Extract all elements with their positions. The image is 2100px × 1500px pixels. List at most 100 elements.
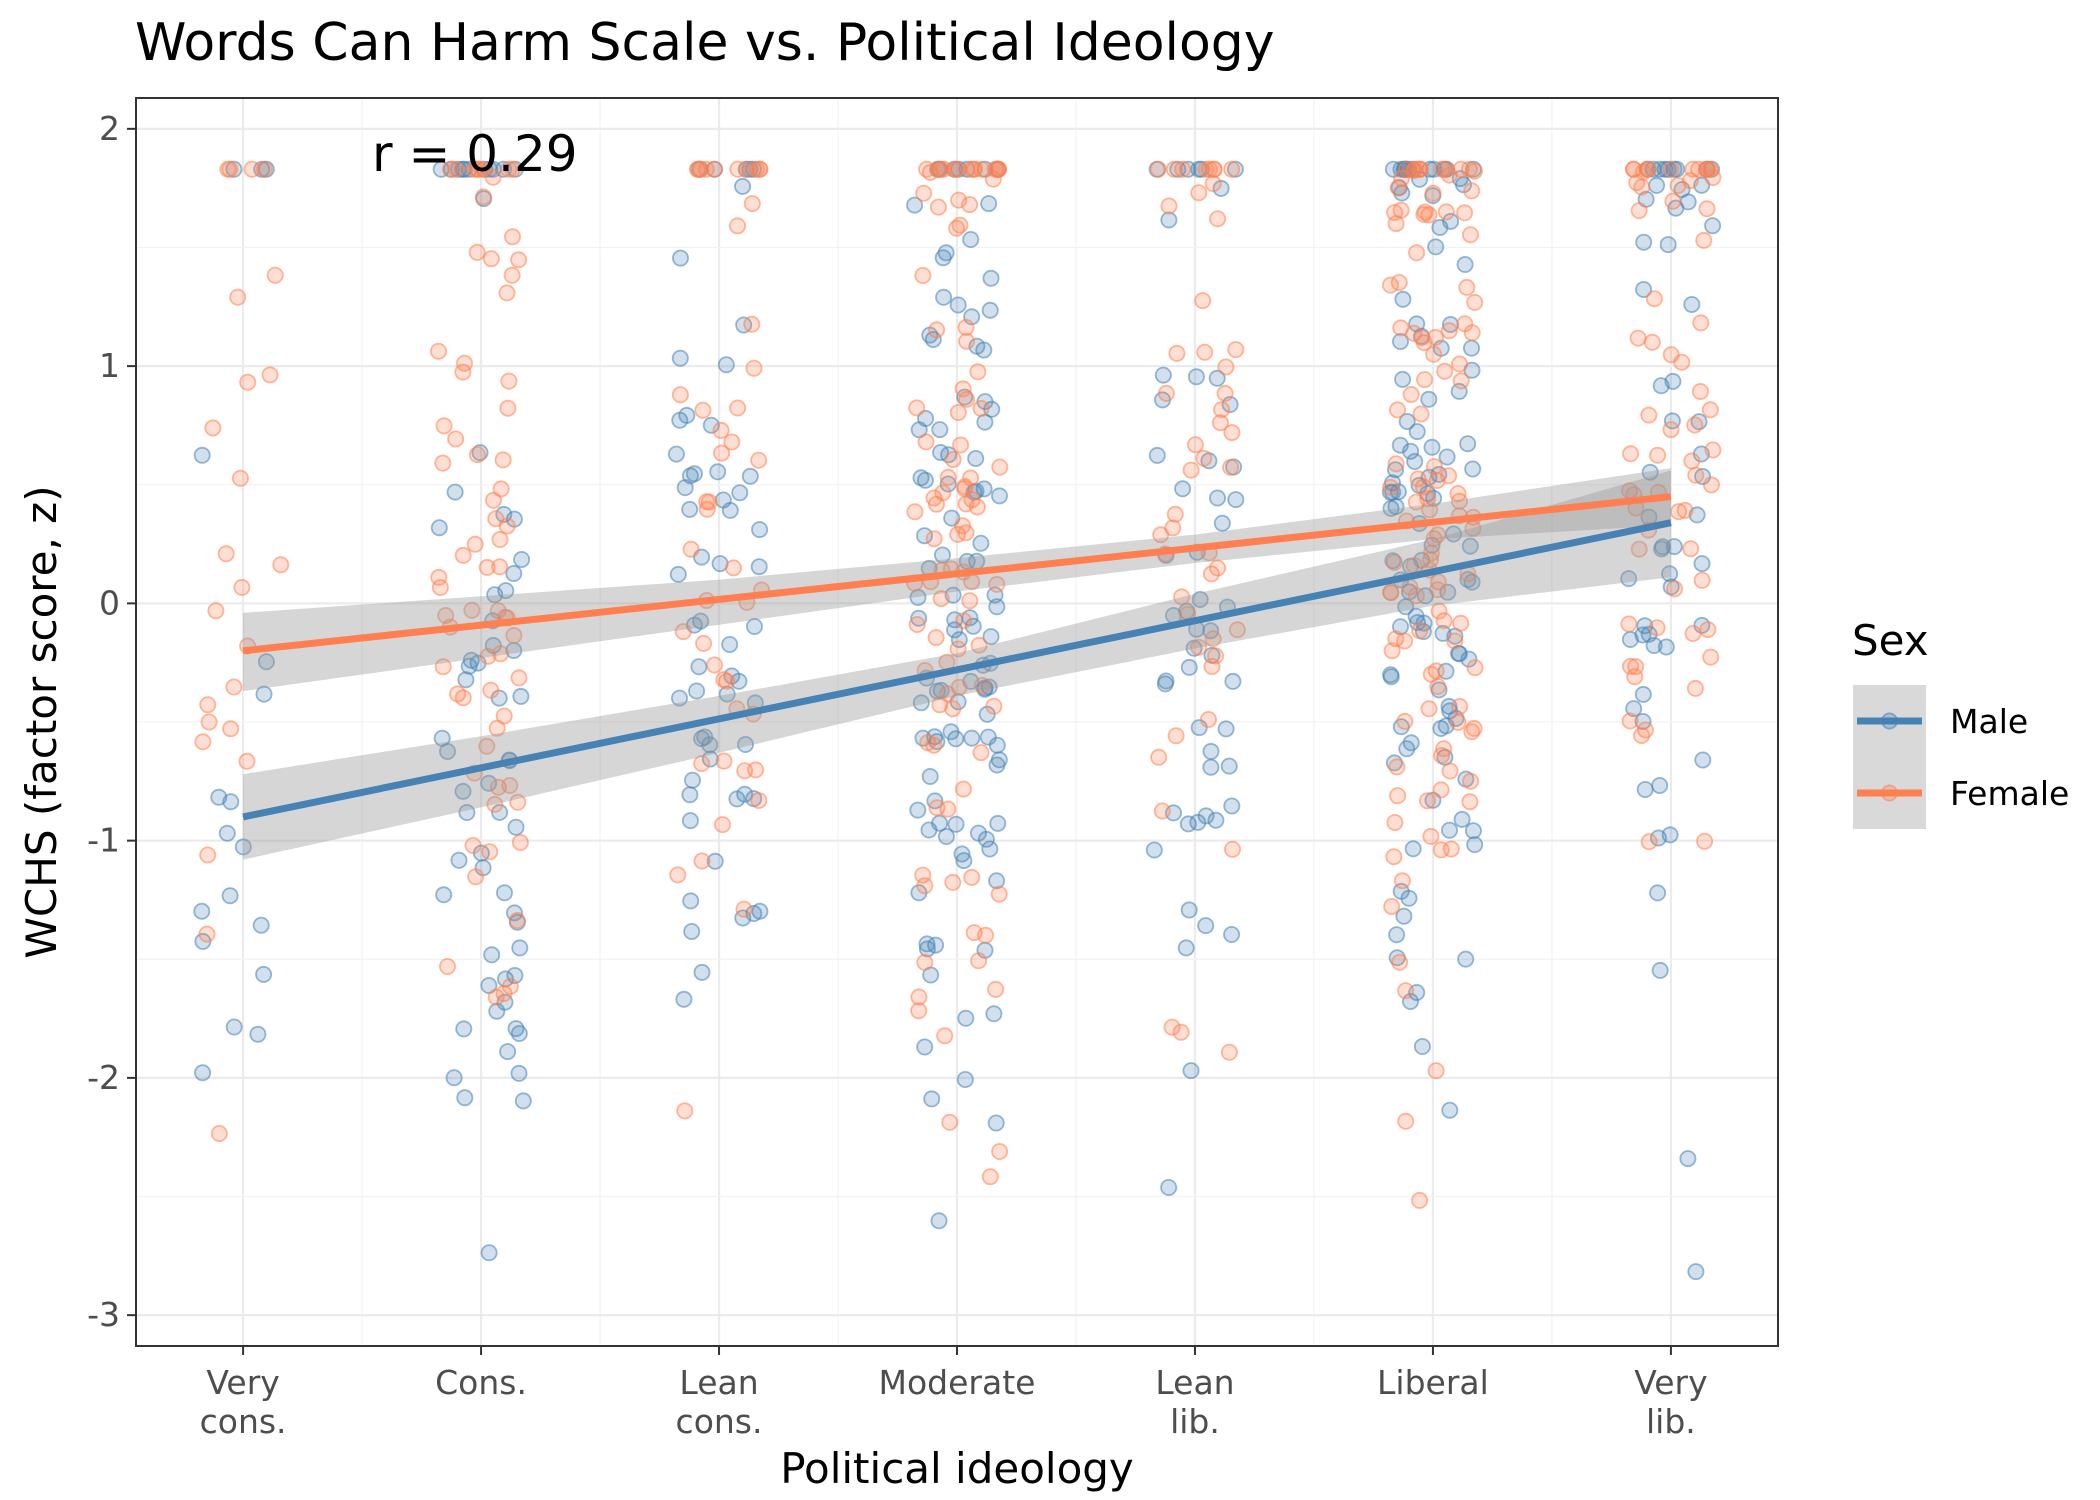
female-point bbox=[1452, 614, 1470, 632]
male-point bbox=[1620, 570, 1638, 588]
female-point bbox=[1427, 662, 1445, 680]
female-point bbox=[1216, 384, 1234, 402]
legend-title: Sex bbox=[1852, 616, 1929, 665]
male-point bbox=[1224, 672, 1242, 690]
female-point bbox=[944, 873, 962, 891]
male-point bbox=[450, 851, 468, 869]
male-point bbox=[1202, 758, 1220, 776]
female-point bbox=[447, 160, 465, 178]
legend-point-female bbox=[1881, 784, 1899, 802]
male-point bbox=[1635, 233, 1653, 251]
female-point bbox=[1182, 461, 1200, 479]
female-point bbox=[1640, 833, 1658, 851]
female-point bbox=[1153, 802, 1171, 820]
female-point bbox=[1389, 401, 1407, 419]
male-point bbox=[438, 743, 456, 761]
female-point bbox=[743, 195, 761, 213]
female-point bbox=[694, 401, 712, 419]
female-point bbox=[1396, 632, 1414, 650]
female-point bbox=[1440, 166, 1458, 184]
male-point bbox=[982, 628, 1000, 646]
female-point bbox=[1451, 698, 1469, 716]
male-point bbox=[693, 963, 711, 981]
male-point bbox=[702, 416, 720, 434]
male-point bbox=[1398, 740, 1416, 758]
male-point bbox=[507, 818, 525, 836]
female-point bbox=[500, 372, 518, 390]
male-point bbox=[1174, 480, 1192, 498]
male-point bbox=[497, 582, 515, 600]
male-point bbox=[1687, 1263, 1705, 1281]
male-point bbox=[1213, 514, 1231, 532]
female-point bbox=[706, 656, 724, 674]
female-point bbox=[498, 284, 516, 302]
female-point bbox=[1419, 792, 1437, 810]
female-point bbox=[447, 430, 465, 448]
female-point bbox=[949, 640, 967, 658]
female-point bbox=[1408, 244, 1426, 262]
male-point bbox=[1382, 499, 1400, 517]
male-point bbox=[675, 990, 693, 1008]
female-point bbox=[1692, 314, 1710, 332]
male-point bbox=[1413, 1038, 1431, 1056]
male-point bbox=[249, 1025, 267, 1043]
male-point bbox=[1648, 176, 1666, 194]
female-point bbox=[956, 479, 974, 497]
male-fit-line bbox=[242, 519, 1672, 821]
female-point bbox=[1383, 642, 1401, 660]
female-point bbox=[674, 623, 692, 641]
male-point bbox=[981, 301, 999, 319]
female-point bbox=[508, 912, 526, 930]
male-point bbox=[921, 768, 939, 786]
female-point bbox=[1383, 898, 1401, 916]
male-point bbox=[678, 406, 696, 424]
male-point bbox=[1659, 236, 1677, 254]
female-point bbox=[441, 160, 459, 178]
y-tick-label: 1 bbox=[99, 346, 120, 385]
female-point bbox=[916, 877, 934, 895]
female-point bbox=[1686, 416, 1704, 434]
male-point bbox=[916, 527, 934, 545]
female-point bbox=[1389, 787, 1407, 805]
male-point bbox=[701, 750, 719, 768]
male-point bbox=[975, 480, 993, 498]
female-point bbox=[963, 868, 981, 886]
female-point bbox=[509, 793, 527, 811]
male-point bbox=[1408, 423, 1426, 441]
male-point bbox=[1398, 412, 1416, 430]
female-point bbox=[927, 629, 945, 647]
x-tick-label: Liberal bbox=[1377, 1363, 1489, 1402]
male-point bbox=[991, 487, 1009, 505]
male-point bbox=[488, 1002, 506, 1020]
female-point bbox=[505, 627, 523, 645]
female-point bbox=[1693, 571, 1711, 589]
female-point bbox=[973, 160, 991, 178]
male-point bbox=[981, 840, 999, 858]
legend-label-male: Male bbox=[1950, 702, 2028, 741]
male-point bbox=[939, 475, 957, 493]
female-point bbox=[1433, 747, 1451, 765]
male-point bbox=[1442, 212, 1460, 230]
female-point bbox=[501, 977, 519, 995]
female-point bbox=[1425, 345, 1443, 363]
female-point bbox=[1223, 424, 1241, 442]
female-point bbox=[972, 399, 990, 417]
female-point bbox=[1428, 471, 1446, 489]
female-point bbox=[1174, 160, 1192, 178]
female-point bbox=[906, 503, 924, 521]
female-point bbox=[454, 546, 472, 564]
male-point bbox=[510, 1064, 528, 1082]
female-point bbox=[1397, 982, 1415, 1000]
female-point bbox=[1629, 329, 1647, 347]
female-point bbox=[1172, 1023, 1190, 1041]
female-point bbox=[988, 575, 1006, 593]
male-point bbox=[927, 936, 945, 954]
male-point bbox=[692, 612, 710, 630]
male-point bbox=[1704, 217, 1722, 235]
female-point bbox=[1446, 632, 1464, 650]
female-point bbox=[500, 160, 518, 178]
female-point bbox=[1626, 668, 1644, 686]
male-point bbox=[1694, 751, 1712, 769]
male-point bbox=[1217, 720, 1235, 738]
female-point bbox=[438, 958, 456, 976]
